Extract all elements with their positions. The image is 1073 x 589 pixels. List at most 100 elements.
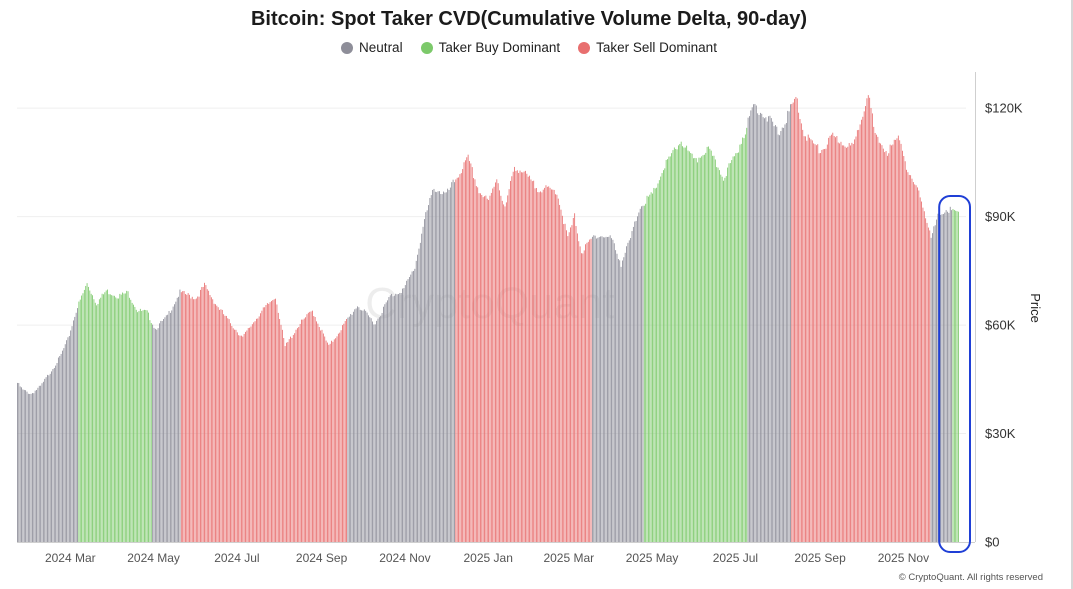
price-bar [21, 387, 22, 542]
price-bar [128, 297, 130, 542]
price-bar [339, 332, 341, 542]
price-bar [945, 210, 947, 542]
price-bar [949, 206, 951, 542]
price-bar [788, 111, 790, 543]
price-bar [174, 304, 175, 542]
price-bar [874, 132, 876, 542]
price-bar [709, 148, 711, 542]
price-bar [620, 266, 622, 542]
price-bar [227, 318, 229, 542]
price-bar [549, 187, 551, 542]
price-bar [301, 319, 302, 542]
price-bar [903, 156, 905, 542]
price-bar [602, 237, 604, 543]
price-bar [92, 295, 93, 542]
price-bar [395, 293, 397, 542]
price-bar [889, 144, 891, 542]
price-bar [288, 339, 290, 542]
price-bar [100, 297, 102, 542]
price-bar [474, 179, 476, 542]
price-bar [404, 285, 406, 542]
price-bar [660, 176, 662, 542]
price-bar [96, 305, 98, 542]
price-bar [896, 138, 898, 542]
legend-item-buy[interactable]: Taker Buy Dominant [420, 40, 560, 55]
price-bar [656, 187, 658, 542]
price-bar [501, 200, 503, 542]
price-bar [597, 237, 599, 542]
price-bar [537, 192, 539, 542]
price-bar [796, 98, 798, 542]
legend-item-neutral[interactable]: Neutral [341, 40, 403, 55]
price-bar [626, 246, 627, 542]
price-bar [94, 302, 96, 542]
price-bar [67, 337, 69, 542]
price-bar [383, 306, 384, 542]
price-bar [790, 104, 791, 542]
price-bar [258, 316, 260, 542]
price-bar [844, 146, 846, 543]
legend-dot-sell [578, 41, 591, 54]
price-bar [615, 250, 617, 542]
price-bar [559, 204, 561, 542]
price-bar [33, 393, 35, 542]
price-bar [495, 182, 496, 542]
price-bar [604, 237, 606, 542]
price-bar [25, 390, 27, 542]
x-tick-label: 2025 May [626, 551, 679, 565]
price-bar [590, 238, 592, 542]
price-bar [907, 172, 909, 542]
price-bar [317, 323, 319, 542]
price-bar [157, 328, 159, 542]
price-bar [441, 194, 443, 542]
price-bar [917, 187, 918, 542]
price-bar [783, 127, 785, 543]
price-bar [813, 143, 815, 542]
price-bar [481, 194, 483, 543]
price-bar [802, 129, 804, 542]
price-bar [238, 335, 240, 542]
price-bar [768, 116, 770, 542]
price-bar [118, 298, 119, 542]
price-bar [85, 285, 87, 542]
price-bar [922, 207, 924, 542]
price-bar [870, 107, 872, 543]
price-bar [623, 257, 625, 542]
price-bar [169, 312, 171, 542]
price-bar [146, 310, 148, 542]
price-bar [324, 336, 326, 542]
price-bar [664, 168, 666, 542]
price-bar [107, 289, 108, 542]
y-tick-label: $0 [985, 535, 999, 550]
price-bar [663, 170, 664, 542]
price-bar [208, 290, 210, 542]
price-bar [529, 175, 531, 542]
price-bar [370, 318, 372, 542]
price-bar [361, 310, 363, 542]
price-bar [720, 174, 722, 542]
price-bar [564, 223, 566, 543]
price-bar [70, 330, 72, 542]
price-bar [794, 98, 795, 542]
price-bar [632, 226, 634, 542]
price-bar [932, 233, 933, 542]
price-bar [832, 132, 834, 542]
price-bar [56, 363, 58, 542]
price-bar [684, 147, 686, 543]
price-bar [653, 187, 655, 542]
legend-item-sell[interactable]: Taker Sell Dominant [578, 40, 717, 55]
price-bar [781, 127, 783, 542]
price-bar [698, 157, 700, 542]
price-bar [514, 166, 515, 542]
price-bar [182, 291, 184, 542]
price-bar [749, 116, 750, 542]
price-bar [810, 139, 812, 542]
price-bar [921, 201, 922, 542]
price-bar [161, 321, 163, 542]
price-bar [277, 312, 279, 542]
price-bar [449, 187, 451, 542]
price-bar [209, 295, 211, 542]
price-bar [758, 114, 760, 542]
price-bar [407, 279, 409, 542]
price-bar [373, 324, 375, 542]
